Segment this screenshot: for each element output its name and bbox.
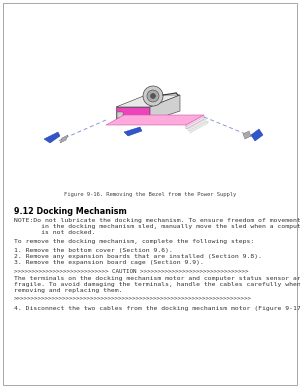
- Text: fragile. To avoid damaging the terminals, handle the cables carefully when: fragile. To avoid damaging the terminals…: [14, 282, 300, 287]
- Circle shape: [147, 90, 159, 102]
- Text: removing and replacing them.: removing and replacing them.: [14, 288, 122, 293]
- Text: 2. Remove any expansion boards that are installed (Section 9.8).: 2. Remove any expansion boards that are …: [14, 254, 262, 259]
- Circle shape: [143, 86, 163, 106]
- Polygon shape: [188, 119, 206, 131]
- Text: 9.12 Docking Mechanism: 9.12 Docking Mechanism: [14, 207, 127, 216]
- Text: is not docked.: is not docked.: [14, 230, 95, 235]
- Polygon shape: [124, 127, 142, 136]
- Text: in the docking mechanism sled, manually move the sled when a computer: in the docking mechanism sled, manually …: [14, 224, 300, 229]
- Polygon shape: [190, 121, 208, 133]
- Text: Figure 9-16. Removing the Bezel from the Power Supply: Figure 9-16. Removing the Bezel from the…: [64, 192, 236, 197]
- Text: >>>>>>>>>>>>>>>>>>>>>>>>>>>>>>>>>>>>>>>>>>>>>>>>>>>>>>>>>>>>>>>>>>>>: >>>>>>>>>>>>>>>>>>>>>>>>>>>>>>>>>>>>>>>>…: [14, 296, 252, 301]
- Text: 4. Disconnect the two cables from the docking mechanism motor (Figure 9-17).: 4. Disconnect the two cables from the do…: [14, 306, 300, 311]
- Polygon shape: [60, 135, 68, 143]
- Polygon shape: [106, 115, 204, 125]
- Text: NOTE:Do not lubricate the docking mechanism. To ensure freedom of movement: NOTE:Do not lubricate the docking mechan…: [14, 218, 300, 223]
- Polygon shape: [186, 115, 204, 129]
- Polygon shape: [150, 95, 180, 121]
- Text: 1. Remove the bottom cover (Section 9.6).: 1. Remove the bottom cover (Section 9.6)…: [14, 248, 173, 253]
- Text: The terminals on the docking mechanism motor and computer status sensor are: The terminals on the docking mechanism m…: [14, 276, 300, 281]
- Polygon shape: [44, 132, 60, 143]
- Polygon shape: [116, 95, 180, 107]
- Bar: [117, 112, 123, 118]
- Polygon shape: [251, 129, 263, 141]
- Polygon shape: [243, 131, 251, 139]
- Text: 3. Remove the expansion board cage (Section 9.9).: 3. Remove the expansion board cage (Sect…: [14, 260, 204, 265]
- Circle shape: [151, 94, 155, 99]
- Text: To remove the docking mechanism, complete the following steps:: To remove the docking mechanism, complet…: [14, 239, 254, 244]
- Polygon shape: [116, 107, 150, 121]
- Text: >>>>>>>>>>>>>>>>>>>>>>>>>>> CAUTION >>>>>>>>>>>>>>>>>>>>>>>>>>>>>>>: >>>>>>>>>>>>>>>>>>>>>>>>>>> CAUTION >>>>…: [14, 269, 248, 274]
- Polygon shape: [186, 117, 204, 129]
